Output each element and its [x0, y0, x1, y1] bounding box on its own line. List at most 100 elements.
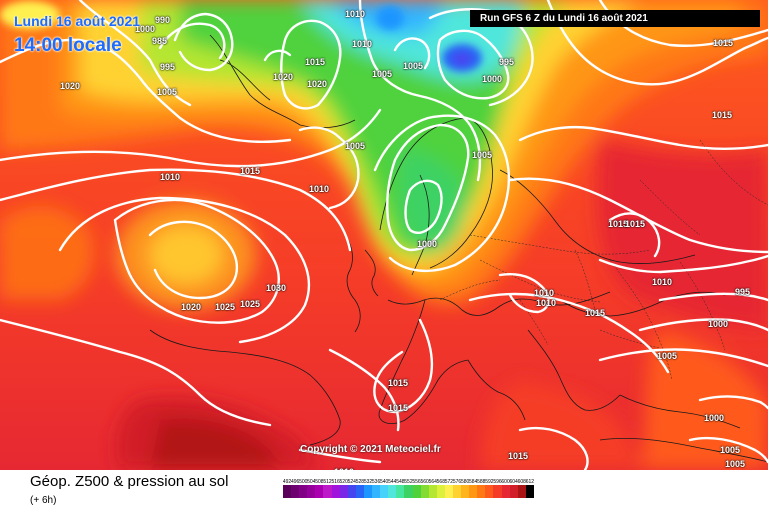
isobar-label: 1005: [372, 69, 393, 79]
scale-step-label: 548: [396, 479, 405, 485]
scale-step-swatch: [283, 485, 292, 498]
scale-step-swatch: [315, 485, 324, 498]
scale-step: 492: [283, 479, 291, 498]
scale-step-swatch: [485, 485, 494, 498]
scale-step-label: 552: [404, 479, 413, 485]
isobar-label: 1005: [403, 61, 424, 71]
isobar-label: 1005: [657, 351, 678, 361]
scale-step: 524: [348, 479, 356, 498]
isobar-label: 1015: [305, 57, 326, 67]
scale-step: 528: [356, 479, 364, 498]
scale-step-swatch: [299, 485, 308, 498]
scale-step: 552: [404, 479, 413, 498]
scale-step-label: 532: [363, 479, 373, 485]
scale-step-label: 496: [290, 479, 300, 485]
isobar-label: 1000: [708, 319, 729, 329]
scale-step-label: 504: [307, 479, 316, 485]
isobar-label: 1025: [240, 299, 261, 309]
scale-step: 564: [429, 479, 437, 498]
scale-step-swatch: [388, 485, 397, 498]
scale-step: 536: [372, 479, 380, 498]
scale-step-label: 572: [444, 479, 454, 485]
scale-step-label: 524: [347, 479, 356, 485]
forecast-time: 14:00 locale: [14, 35, 122, 56]
isobar-label: 1015: [508, 451, 529, 461]
scale-step-label: 576: [452, 479, 462, 485]
isobar-label: 1010: [536, 298, 557, 308]
scale-step-swatch: [428, 485, 437, 498]
scale-step: 560: [420, 479, 429, 498]
scale-step-swatch: [347, 485, 356, 498]
isobar-label: 1015: [608, 219, 629, 229]
scale-step: 532: [364, 479, 372, 498]
isobar-label: 1000: [704, 413, 725, 423]
isobar-label: 1010: [352, 39, 373, 49]
scale-step-label: 528: [355, 479, 365, 485]
geopotential-field: [0, 0, 768, 470]
scale-step-label: 492: [282, 479, 292, 485]
colour-scale: 492 496 500 504 508 512 516 520 524 528 532 536 540 5…: [283, 479, 534, 498]
isobar-label: 1010: [534, 288, 555, 298]
scale-step: 576: [453, 479, 461, 498]
scale-step-label: 604: [509, 479, 518, 485]
scale-step-label: 596: [493, 479, 502, 485]
isobar-label: 1015: [240, 166, 261, 176]
isobar-label: 1020: [273, 72, 294, 82]
scale-step-swatch: [493, 485, 502, 498]
isobar-label: 1010: [345, 9, 366, 19]
isobar-label: 1010: [160, 172, 181, 182]
isobar-label: 1000: [135, 24, 156, 34]
isobar-label: 1015: [713, 38, 734, 48]
scale-step-label: 512: [323, 479, 332, 485]
isobar-label: 1010: [334, 468, 354, 471]
scale-step: 596: [493, 479, 502, 498]
scale-step-swatch: [444, 485, 453, 498]
scale-step: 548: [396, 479, 405, 498]
scale-step: 540: [380, 479, 388, 498]
scale-step: 500: [299, 479, 307, 498]
scale-step-swatch: [331, 485, 340, 498]
scale-step-swatch: [517, 485, 526, 498]
isobar-label: 1005: [725, 459, 746, 469]
legend-bar: Géop. Z500 & pression au sol (+ 6h) 492 4…: [0, 470, 768, 512]
isobar-label: 1005: [345, 141, 366, 151]
isobar-label: 995: [499, 57, 515, 67]
scale-step-label: 600: [501, 479, 510, 485]
isobar-label: 1010: [309, 184, 330, 194]
scale-step-swatch: [469, 485, 478, 498]
scale-step-label: 556: [412, 479, 421, 485]
isobars: [0, 0, 768, 470]
isobar-label: 1000: [417, 239, 438, 249]
scale-step: 608: [518, 479, 526, 498]
scale-step-label: 508: [315, 479, 324, 485]
scale-step: 588: [477, 479, 485, 498]
coastlines: [149, 34, 768, 463]
scale-step-label: 544: [388, 479, 397, 485]
scale-step-swatch: [525, 485, 534, 498]
scale-step: 512: [323, 479, 332, 498]
scale-step-swatch: [363, 485, 373, 498]
scale-step: 592: [485, 479, 494, 498]
scale-step: 584: [469, 479, 477, 498]
forecast-date: Lundi 16 août 2021: [14, 13, 141, 29]
scale-step: 520: [340, 479, 348, 498]
scale-step-swatch: [501, 485, 510, 498]
scale-step-swatch: [477, 485, 486, 498]
scale-step-swatch: [420, 485, 429, 498]
run-info-banner: Run GFS 6 Z du Lundi 16 août 2021: [470, 10, 760, 27]
isobar-label: 1020: [60, 81, 81, 91]
legend-subtitle: (+ 6h): [30, 495, 57, 506]
isobar-label: 985: [152, 36, 168, 46]
scale-step-label: 568: [436, 479, 445, 485]
legend-title: Géop. Z500 & pression au sol: [30, 473, 229, 490]
isobar-label: 990: [155, 15, 171, 25]
scale-step-label: 536: [371, 479, 381, 485]
isobar-label: 995: [735, 287, 751, 297]
scale-step-swatch: [372, 485, 381, 498]
scale-step-label: 520: [339, 479, 348, 485]
scale-step: 516: [331, 479, 340, 498]
isobar-label: 1015: [388, 403, 409, 413]
isobar-label: 995: [160, 62, 176, 72]
scale-step-label: 560: [420, 479, 429, 485]
scale-step-swatch: [380, 485, 389, 498]
